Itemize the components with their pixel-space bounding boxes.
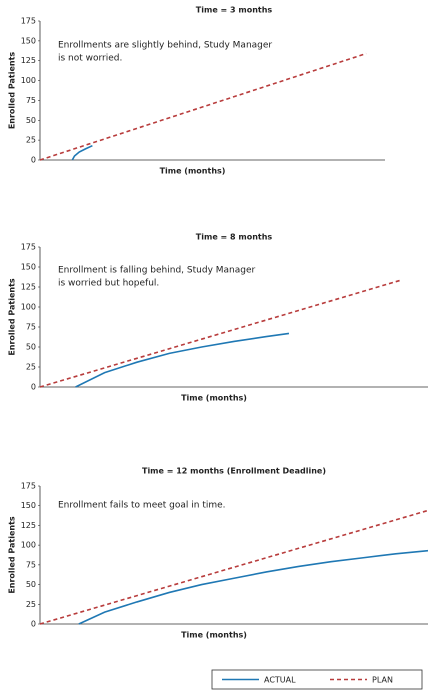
y-tick-label: 50 (26, 580, 36, 589)
y-tick-label: 50 (26, 116, 36, 125)
x-axis-label: Time (months) (181, 631, 247, 640)
legend-label: PLAN (372, 676, 393, 685)
x-axis-label: Time (months) (160, 167, 226, 176)
annotation: is not worried. (58, 54, 122, 64)
annotation: is worried but hopeful. (58, 279, 159, 289)
y-tick-label: 175 (21, 482, 36, 491)
y-tick-label: 0 (31, 383, 36, 392)
y-tick-label: 150 (21, 36, 36, 45)
y-tick-label: 100 (21, 76, 36, 85)
series-line (75, 332, 290, 388)
y-tick-label: 25 (26, 363, 36, 372)
y-tick-label: 25 (26, 136, 36, 145)
y-tick-label: 75 (26, 323, 36, 332)
y-tick-label: 25 (26, 600, 36, 609)
annotation: Enrollments are slightly behind, Study M… (58, 41, 272, 51)
legend-label: ACTUAL (264, 676, 296, 685)
annotation: Enrollment is falling behind, Study Mana… (58, 266, 256, 276)
chart-title: Time = 8 months (196, 233, 273, 242)
annotation: Enrollment fails to meet goal in time. (58, 501, 226, 511)
series-line (71, 144, 93, 161)
series-line (39, 52, 367, 161)
series-line (39, 509, 428, 625)
series-line (39, 279, 403, 388)
y-tick-label: 125 (21, 283, 36, 292)
y-tick-label: 75 (26, 560, 36, 569)
y-axis-label: Enrolled Patients (8, 278, 17, 356)
y-tick-label: 100 (21, 541, 36, 550)
x-axis-label: Time (months) (181, 394, 247, 403)
y-tick-label: 175 (21, 243, 36, 252)
y-tick-label: 50 (26, 343, 36, 352)
series-line (78, 549, 428, 625)
y-tick-label: 175 (21, 17, 36, 26)
y-tick-label: 0 (31, 620, 36, 629)
y-tick-label: 100 (21, 303, 36, 312)
chart-title: Time = 12 months (Enrollment Deadline) (142, 467, 326, 476)
chart-title: Time = 3 months (196, 6, 273, 15)
y-axis-label: Enrolled Patients (8, 516, 17, 594)
y-tick-label: 150 (21, 501, 36, 510)
y-tick-label: 0 (31, 156, 36, 165)
y-tick-label: 150 (21, 263, 36, 272)
legend-box (211, 669, 423, 690)
y-tick-label: 75 (26, 96, 36, 105)
y-axis-label: Enrolled Patients (8, 52, 17, 130)
y-tick-label: 125 (21, 521, 36, 530)
y-tick-label: 125 (21, 56, 36, 65)
